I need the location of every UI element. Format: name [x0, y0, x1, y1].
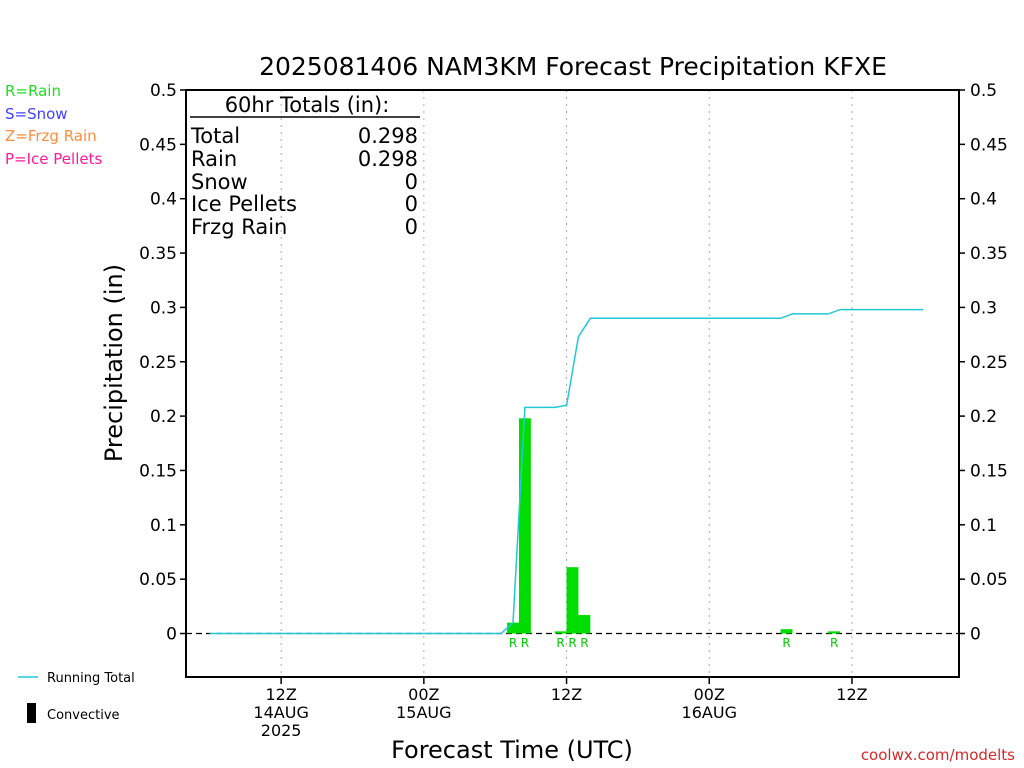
- x-tick-label-3-1: 16AUG: [682, 703, 737, 722]
- x-tick-label-4-0: 12Z: [836, 685, 867, 704]
- y-tick-label-left-4: 0.2: [150, 407, 177, 427]
- y-tick-label-right-1: 0.05: [970, 570, 1008, 590]
- y-tick-label-right-5: 0.25: [970, 353, 1008, 373]
- totals-label-ice-pellets: Ice Pellets: [191, 192, 297, 216]
- y-tick-label-left-7: 0.35: [139, 244, 177, 264]
- legend-rain: R=Rain: [5, 82, 61, 100]
- convective-legend-label: Convective: [47, 708, 120, 723]
- y-tick-label-left-9: 0.45: [139, 135, 177, 155]
- bar-6: [828, 631, 841, 634]
- totals-value-snow: 0: [405, 170, 418, 194]
- totals-label-rain: Rain: [191, 147, 237, 171]
- y-tick-label-left-0: 0: [166, 625, 177, 645]
- x-tick-label-0-1: 14AUG: [253, 703, 308, 722]
- ptype-legend: R=Rain S=Snow Z=Frzg Rain P=Ice Pellets: [5, 82, 102, 168]
- x-tick-label-1-1: 15AUG: [396, 703, 451, 722]
- x-axis-label: Forecast Time (UTC): [391, 736, 633, 764]
- y-tick-label-right-3: 0.15: [970, 461, 1008, 481]
- totals-label-total: Total: [190, 124, 240, 148]
- x-tick-label-2-0: 12Z: [551, 685, 582, 704]
- plot-frame: [185, 89, 960, 678]
- totals-label-frzg-rain: Frzg Rain: [191, 215, 287, 239]
- legend-frzg-rain: Z=Frzg Rain: [5, 127, 97, 145]
- y-axis-right: 0 0.05 0.1 0.15 0.2 0.25 0.3 0.35 0.4 0.45 0.5: [959, 81, 1008, 645]
- y-tick-label-left-3: 0.15: [139, 461, 177, 481]
- bar-1: [518, 418, 531, 634]
- y-tick-label-left-6: 0.3: [150, 298, 177, 318]
- legend-ice-pellets: P=Ice Pellets: [5, 150, 102, 168]
- y-tick-label-right-4: 0.2: [970, 407, 997, 427]
- totals-value-frzg-rain: 0: [405, 215, 418, 239]
- x-tick-label-0-0: 12Z: [265, 685, 296, 704]
- ptype-label-3: R: [568, 636, 576, 650]
- y-tick-label-left-1: 0.05: [139, 570, 177, 590]
- totals-header: 60hr Totals (in):: [225, 93, 390, 117]
- ptype-label-2: R: [556, 636, 564, 650]
- ptype-label-6: R: [830, 636, 838, 650]
- y-tick-label-left-10: 0.5: [150, 81, 177, 101]
- watermark: coolwx.com/modelts: [861, 746, 1015, 764]
- ptype-label-5: R: [782, 636, 790, 650]
- ptype-label-0: R: [509, 636, 517, 650]
- bar-series: [507, 418, 841, 634]
- y-tick-label-left-2: 0.1: [150, 516, 177, 536]
- ptype-label-1: R: [521, 636, 529, 650]
- y-tick-label-left-8: 0.4: [150, 190, 177, 210]
- x-tick-label-0-2: 2025: [261, 721, 302, 740]
- totals-value-total: 0.298: [358, 124, 418, 148]
- running-total-legend-label: Running Total: [47, 671, 135, 686]
- y-tick-label-right-10: 0.5: [970, 81, 997, 101]
- y-tick-label-right-7: 0.35: [970, 244, 1008, 264]
- y-axis-label: Precipitation (in): [100, 264, 128, 462]
- bar-2: [554, 631, 567, 634]
- y-tick-label-left-5: 0.25: [139, 353, 177, 373]
- running-total-line: [209, 308, 924, 635]
- bottom-legend: Running Total Convective: [18, 671, 135, 723]
- x-tick-label-1-0: 00Z: [408, 685, 439, 704]
- legend-snow: S=Snow: [5, 105, 68, 123]
- totals-box: 60hr Totals (in): Total 0.298 Rain 0.298…: [190, 93, 420, 239]
- y-tick-label-right-0: 0: [970, 625, 981, 645]
- bar-0: [507, 622, 519, 634]
- totals-label-snow: Snow: [191, 170, 248, 194]
- y-tick-label-right-9: 0.45: [970, 135, 1008, 155]
- y-tick-label-right-8: 0.4: [970, 190, 997, 210]
- y-tick-label-right-6: 0.3: [970, 298, 997, 318]
- y-tick-label-right-2: 0.1: [970, 516, 997, 536]
- totals-value-rain: 0.298: [358, 147, 418, 171]
- x-tick-label-3-0: 00Z: [694, 685, 725, 704]
- ptype-label-4: R: [580, 636, 588, 650]
- bar-5: [780, 629, 793, 634]
- totals-value-ice-pellets: 0: [405, 192, 418, 216]
- chart-title: 2025081406 NAM3KM Forecast Precipitation…: [259, 52, 887, 81]
- convective-swatch: [27, 703, 36, 723]
- y-axis-left: 0 0.05 0.1 0.15 0.2 0.25 0.3 0.35 0.4 0.45 0.5: [139, 81, 186, 645]
- bar-3: [566, 567, 579, 634]
- bar-4: [578, 615, 591, 634]
